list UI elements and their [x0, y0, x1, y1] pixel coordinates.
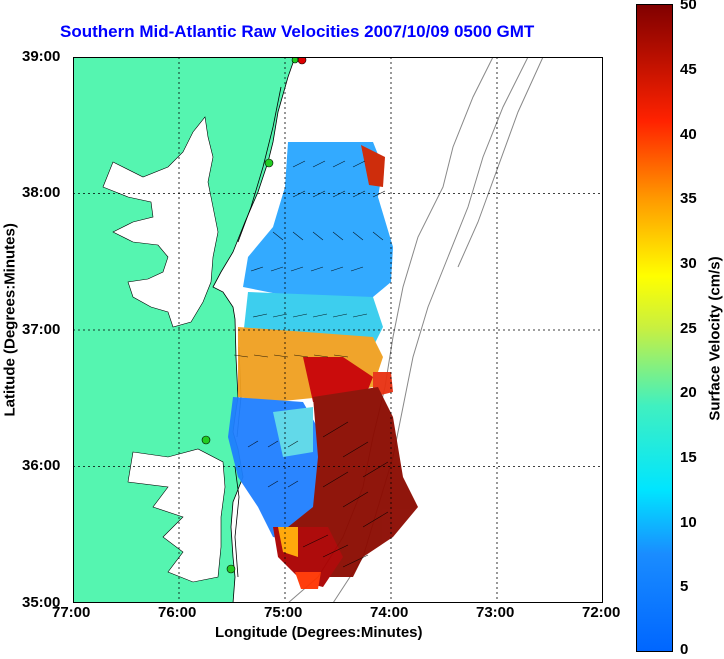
- x-tick-label: 76:00: [158, 604, 197, 621]
- x-tick-label: 74:00: [370, 604, 409, 621]
- x-tick-label: 72:00: [582, 604, 621, 621]
- pamlico-sound: [127, 448, 226, 583]
- colorbar-tick-label: 45: [680, 61, 697, 78]
- colorbar-tick-label: 25: [680, 320, 697, 337]
- chesapeake-bay: [102, 116, 219, 328]
- y-tick-label: 37:00: [22, 321, 61, 338]
- y-tick-label: 35:00: [22, 594, 61, 611]
- station-marker-green: [264, 158, 274, 168]
- vector-arrows: [233, 160, 389, 568]
- colorbar-tick-label: 15: [680, 449, 697, 466]
- velocity-field: [228, 142, 418, 589]
- x-tick-label: 73:00: [476, 604, 515, 621]
- station-marker-green: [201, 435, 211, 445]
- colorbar-tick-label: 35: [680, 190, 697, 207]
- colorbar-tick-label: 50: [680, 0, 697, 13]
- colorbar-tick-label: 20: [680, 384, 697, 401]
- grid-lines: [73, 57, 603, 603]
- y-axis-label: Latitude (Degrees:Minutes): [1, 223, 19, 417]
- station-marker-red: [297, 57, 307, 65]
- station-marker-green: [226, 564, 236, 574]
- station-marker-green: [291, 57, 299, 64]
- colorbar-tick-label: 0: [680, 641, 689, 658]
- x-tick-label: 77:00: [52, 604, 91, 621]
- colorbar-tick-label: 10: [680, 514, 697, 531]
- colorbar-label: Surface Velocity (cm/s): [706, 256, 724, 421]
- y-tick-label: 38:00: [22, 184, 61, 201]
- plot-frame: [73, 57, 603, 603]
- x-tick-label: 75:00: [264, 604, 303, 621]
- x-axis-label: Longitude (Degrees:Minutes): [215, 624, 423, 641]
- colorbar-tick-label: 40: [680, 126, 697, 143]
- y-tick-label: 39:00: [22, 48, 61, 65]
- colorbar: [636, 4, 673, 652]
- chart-title: Southern Mid-Atlantic Raw Velocities 200…: [60, 22, 535, 41]
- map-plot-area[interactable]: [73, 57, 603, 603]
- y-tick-label: 36:00: [22, 457, 61, 474]
- colorbar-tick-label: 5: [680, 578, 689, 595]
- colorbar-tick-label: 30: [680, 255, 697, 272]
